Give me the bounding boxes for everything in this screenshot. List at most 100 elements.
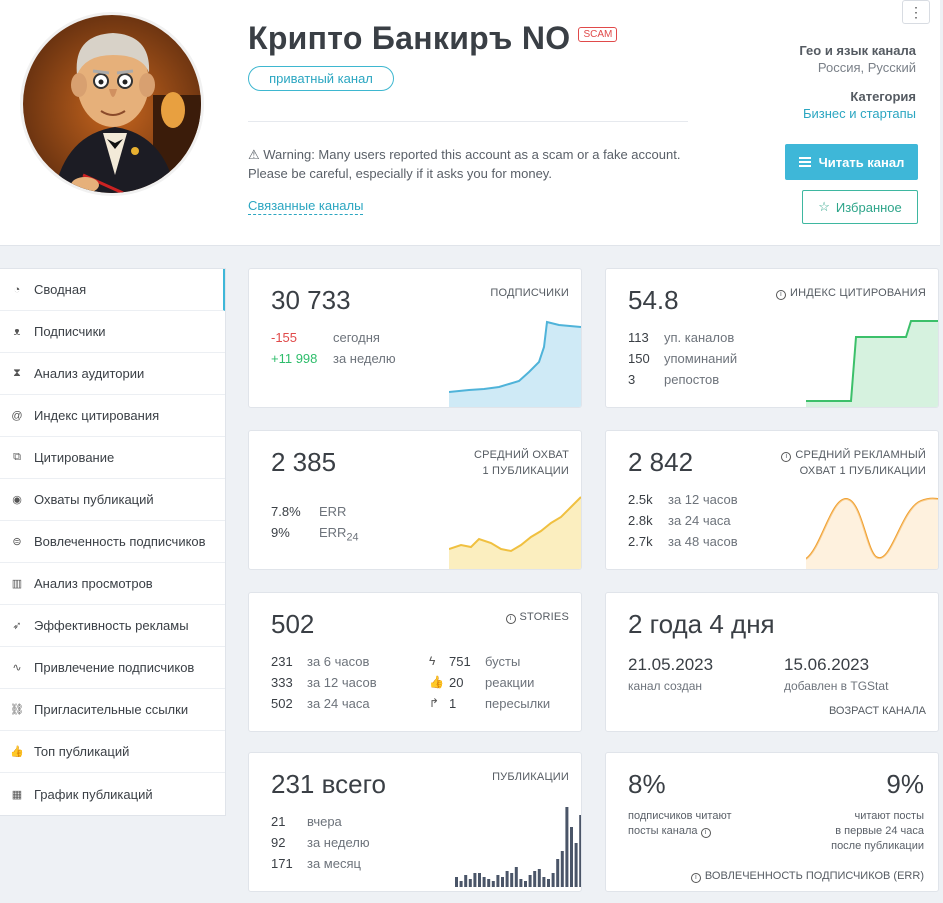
sidebar-item[interactable]: @ Индекс цитирования xyxy=(0,395,225,437)
err-left-value: 8% xyxy=(628,769,666,799)
posts-row: 171 за месяц xyxy=(271,853,370,874)
stories-stat-label: бусты xyxy=(485,654,521,669)
added-date: 15.06.2023 xyxy=(784,655,870,674)
sidebar-item-label: Анализ просмотров xyxy=(34,576,153,591)
posts-bar xyxy=(487,879,491,887)
channel-age-card[interactable]: 2 года 4 дня 21.05.2023 канал создан 15.… xyxy=(605,592,939,732)
ad-reach-value: 2 842 xyxy=(628,447,694,477)
channel-age-caption: ВОЗРАСТ КАНАЛА xyxy=(828,705,926,717)
created-label: канал создан xyxy=(628,679,703,693)
star-icon: ☆ xyxy=(818,199,830,214)
err-right-label-3: после публикации xyxy=(831,840,924,852)
sidebar-item[interactable]: ⧗ Анализ аудитории xyxy=(0,353,225,395)
stories-stat-label: реакции xyxy=(485,675,535,690)
ad-reach-card[interactable]: 2 842 i СРЕДНИЙ РЕКЛАМНЫЙ ОХВАТ 1 ПУБЛИКАЦ… xyxy=(605,430,939,570)
ad-reach-row: 2.8k за 24 часа xyxy=(628,510,738,531)
posts-value: 21 xyxy=(271,814,286,829)
posts-bar xyxy=(556,859,560,887)
sidebar-item[interactable]: ⊜ Вовлеченность подписчиков xyxy=(0,521,225,563)
info-icon: i xyxy=(690,873,701,883)
stories-value: 502 xyxy=(271,609,315,639)
average-reach-caption-1: СРЕДНИЙ ОХВАТ xyxy=(473,449,569,461)
stories-row: 231 за 6 часов xyxy=(271,651,377,672)
sidebar-item[interactable]: ⛓ Пригласительные ссылки xyxy=(0,689,225,731)
citation-index-card[interactable]: 54.8 i ИНДЕКС ЦИТИРОВАНИЯ 113 уп. каналов 1… xyxy=(605,268,939,408)
posts-bar xyxy=(473,873,477,887)
stories-value: 502 xyxy=(271,696,293,711)
private-channel-pill[interactable]: приватный канал xyxy=(248,66,394,91)
posts-bar xyxy=(455,877,458,887)
err24-label: ERR xyxy=(319,525,347,540)
err24-sub: 24 xyxy=(346,531,359,544)
sidebar-item[interactable]: ◉ Охваты публикаций xyxy=(0,479,225,521)
thumbs-up-icon: 👍 xyxy=(429,675,444,689)
sidebar-item-label: Сводная xyxy=(34,282,87,297)
geo-label: Гео и язык канала xyxy=(799,43,916,58)
sidebar-item[interactable]: ⧉ Цитирование xyxy=(0,437,225,479)
posts-bar xyxy=(560,851,564,887)
geo-value: Россия, Русский xyxy=(817,60,916,75)
subscribers-sparkline xyxy=(449,320,581,407)
stories-stat-label: пересылки xyxy=(485,696,551,711)
scam-warning-text: ⚠ Warning: Many users reported this acco… xyxy=(248,147,681,181)
stories-caption: STORIES xyxy=(519,611,569,623)
sidebar-item[interactable]: 👍 Топ публикаций xyxy=(0,731,225,773)
average-reach-caption-2: 1 ПУБЛИКАЦИИ xyxy=(482,465,569,477)
citation-row: 150 упоминаний xyxy=(628,348,737,369)
posts-card[interactable]: 231 всего ПУБЛИКАЦИИ 21 вчера 92 за неделю 1… xyxy=(248,752,582,892)
read-channel-button[interactable]: Читать канал xyxy=(785,144,918,180)
err24-value: 9% xyxy=(271,525,290,540)
ad-reach-label: за 24 часа xyxy=(668,513,731,528)
posts-bar xyxy=(514,867,518,887)
posts-bar xyxy=(501,877,504,887)
info-icon: i xyxy=(776,290,787,300)
list-icon xyxy=(798,155,811,170)
sidebar-item[interactable]: ➶ Эффективность рекламы xyxy=(0,605,225,647)
created-date: 21.05.2023 xyxy=(628,655,714,674)
favorite-button[interactable]: ☆ Избранное xyxy=(802,190,918,224)
err-right-value: 9% xyxy=(886,769,924,799)
sidebar-item[interactable]: ▥ Анализ просмотров xyxy=(0,563,225,605)
citation-label: уп. каналов xyxy=(664,330,735,345)
subscribers-week-label: за неделю xyxy=(333,351,396,366)
posts-bar xyxy=(537,869,541,887)
posts-bar xyxy=(464,875,468,887)
related-channels-link[interactable]: Связанные каналы xyxy=(248,198,364,215)
eye-icon: ◉ xyxy=(12,494,22,506)
added-label: добавлен в TGStat xyxy=(784,679,889,693)
posts-bar xyxy=(570,827,573,887)
ad-reach-row: 2.7k за 48 часов xyxy=(628,531,738,552)
stories-value: 231 xyxy=(271,654,293,669)
ad-reach-sparkline xyxy=(806,497,938,569)
engagement-icon: ⊜ xyxy=(12,536,22,548)
posts-bar xyxy=(565,807,569,887)
posts-bar xyxy=(533,871,537,887)
sidebar-item-label: График публикаций xyxy=(34,786,153,802)
bolt-icon: ϟ xyxy=(429,654,436,668)
posts-caption: ПУБЛИКАЦИИ xyxy=(492,771,569,783)
bar-chart-icon: ▥ xyxy=(11,578,23,590)
posts-bar xyxy=(542,877,546,887)
sidebar-item[interactable]: ᴥ Подписчики xyxy=(0,311,225,353)
channel-title: Крипто Банкиръ NO xyxy=(248,20,571,56)
subscribers-caption: ПОДПИСЧИКИ xyxy=(490,287,569,299)
channel-avatar xyxy=(20,12,204,196)
citation-index-value: 54.8 xyxy=(628,285,679,315)
citation-value: 113 xyxy=(628,330,649,345)
stories-label: за 6 часов xyxy=(307,654,370,669)
sidebar-item-label: Пригласительные ссылки xyxy=(34,702,189,717)
sidebar-item[interactable]: ▦ График публикаций xyxy=(0,773,225,815)
stories-card[interactable]: 502 i STORIES 231 за 6 часов 333 за 12 часов… xyxy=(248,592,582,732)
sidebar-item[interactable]: ◔ Сводная xyxy=(0,269,225,311)
sidebar-item[interactable]: ∿ Привлечение подписчиков xyxy=(0,647,225,689)
info-icon: i xyxy=(505,614,516,624)
category-link[interactable]: Бизнес и стартапы xyxy=(802,106,916,121)
channel-age-value: 2 года 4 дня xyxy=(628,609,775,639)
channel-header: Крипто Банкиръ NO SCAM приватный канал ⚠… xyxy=(0,0,940,246)
rocket-icon: ➶ xyxy=(12,620,22,632)
average-reach-card[interactable]: 2 385 СРЕДНИЙ ОХВАТ 1 ПУБЛИКАЦИИ 7.8% ERR … xyxy=(248,430,582,570)
thumbs-up-icon: 👍 xyxy=(10,746,24,758)
more-menu-button[interactable]: ⋮ xyxy=(902,0,930,24)
subscribers-card[interactable]: 30 733 ПОДПИСЧИКИ -155 сегодня +11 998 за … xyxy=(248,268,582,408)
engagement-err-card[interactable]: 8% 9% подписчиков читают посты канала i … xyxy=(605,752,939,892)
